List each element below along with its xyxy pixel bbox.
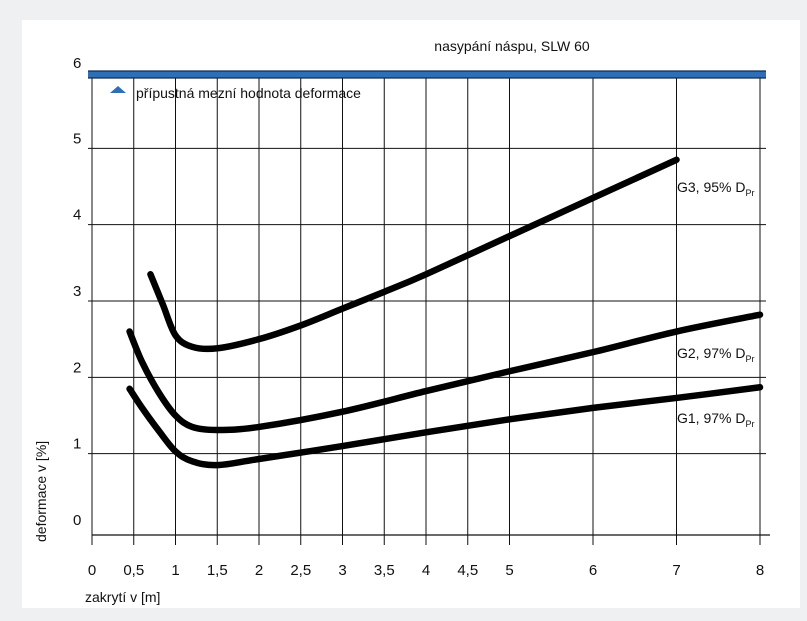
x-tick-label: 4,5 [457, 562, 478, 579]
series-line-3 [126, 384, 764, 469]
x-tick-label: 4 [422, 562, 430, 579]
x-tick-label: 8 [756, 562, 764, 579]
x-tick-label: 1 [171, 562, 179, 579]
y-tick-label: 0 [73, 512, 81, 529]
y-axis-label: deformace v [%] [33, 441, 49, 542]
series-label-2: G2, 97% DPr [677, 345, 755, 364]
y-tick-label: 3 [73, 283, 81, 300]
series-label-1: G3, 95% DPr [677, 179, 755, 198]
x-tick-label: 2 [255, 562, 263, 579]
series-line-1 [147, 156, 680, 353]
triangle-marker-icon [110, 86, 126, 93]
x-axis-label: zakrytí v [m] [85, 589, 160, 605]
x-tick-label: 1,5 [207, 562, 228, 579]
y-tick-label: 4 [73, 207, 81, 224]
plot-background [22, 20, 800, 608]
series-labels: G3, 95% DPr G2, 97% DPr G1, 97% DPr [677, 179, 755, 429]
x-tick-label: 3 [338, 562, 346, 579]
y-tick-labels: 0 1 2 3 4 5 6 [73, 55, 81, 529]
y-tick-label: 6 [73, 55, 81, 72]
series-lines [126, 156, 764, 469]
reference-label: nasypání náspu, SLW 60 [434, 38, 590, 54]
x-tick-label: 7 [672, 562, 680, 579]
x-tick-label: 2,5 [290, 562, 311, 579]
x-tick-label: 3,5 [374, 562, 395, 579]
horizontal-gridlines [88, 147, 766, 455]
series-line-2 [126, 311, 764, 434]
x-tick-label: 0 [88, 562, 96, 579]
deformation-limit-line [88, 71, 766, 78]
y-tick-label: 1 [73, 436, 81, 453]
reference-legend: přípustná mezní hodnota deformace [136, 85, 361, 101]
vertical-gridlines [91, 72, 761, 545]
x-tick-label: 5 [505, 562, 513, 579]
y-tick-label: 5 [73, 130, 81, 147]
x-tick-label: 0,5 [123, 562, 144, 579]
x-tick-label: 6 [589, 562, 597, 579]
x-tick-labels: 0 0,5 1 1,5 2 2,5 3 3,5 4 4,5 5 6 7 8 [88, 562, 764, 579]
y-tick-label: 2 [73, 359, 81, 376]
series-label-3: G1, 97% DPr [677, 410, 755, 429]
